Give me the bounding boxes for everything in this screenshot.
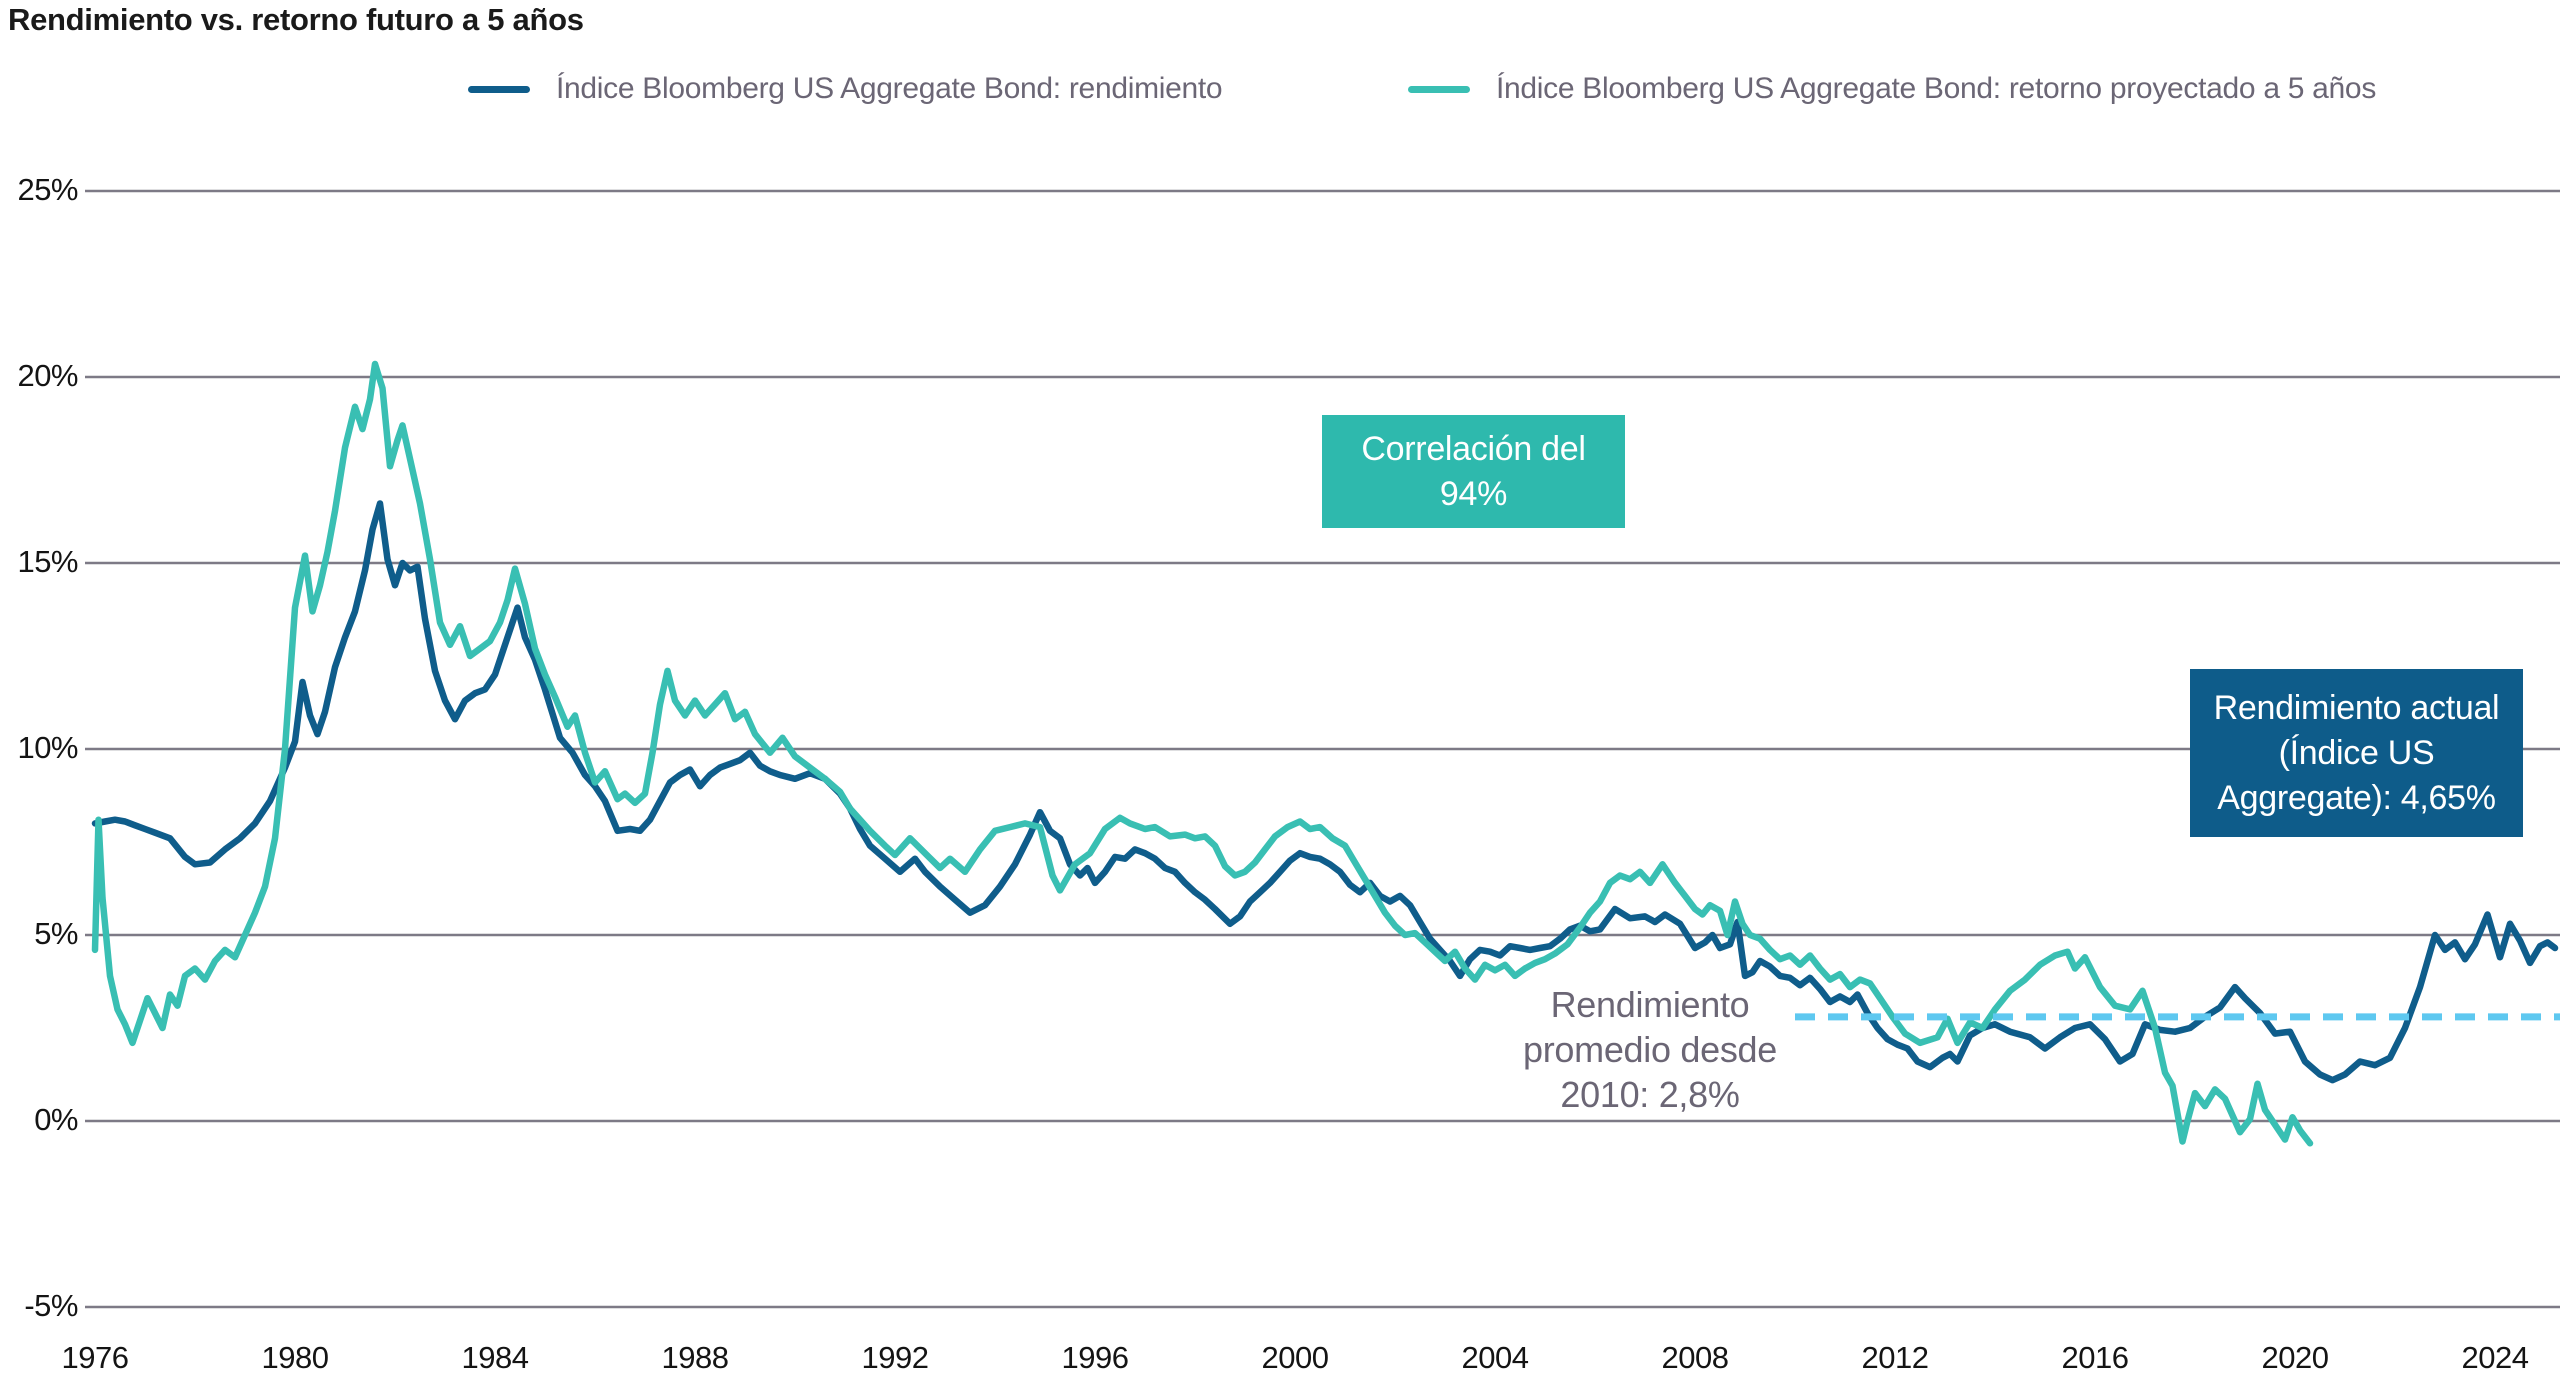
x-tick-2016: 2016 [2061, 1340, 2129, 1375]
y-tick-5%: 5% [34, 916, 78, 951]
average-yield-note: Rendimiento promedio desde 2010: 2,8% [1523, 984, 1777, 1115]
x-tick-2012: 2012 [1861, 1340, 1929, 1375]
yield-line [91, 500, 2559, 1084]
correlation-annotation-text: Correlación del 94% [1361, 429, 1586, 513]
y-tick-15%: 15% [17, 544, 78, 579]
y-tick-20%: 20% [17, 358, 78, 393]
x-tick-2024: 2024 [2461, 1340, 2529, 1375]
y-tick-25%: 25% [17, 172, 78, 207]
yield-line-swatch-icon [468, 85, 530, 93]
x-tick-1988: 1988 [661, 1340, 729, 1375]
x-tick-1976: 1976 [61, 1340, 129, 1375]
x-tick-2000: 2000 [1261, 1340, 1329, 1375]
x-tick-2004: 2004 [1461, 1340, 1529, 1375]
y-tick-0%: 0% [34, 1102, 78, 1137]
x-tick-2020: 2020 [2261, 1340, 2329, 1375]
y-tick-10%: 10% [17, 730, 78, 765]
current-yield-annotation-box: Rendimiento actual (Índice US Aggregate)… [2190, 669, 2523, 837]
y-tick--5%: -5% [24, 1288, 78, 1323]
legend-label-projected-return: Índice Bloomberg US Aggregate Bond: reto… [1496, 72, 2377, 105]
current-yield-annotation-text: Rendimiento actual (Índice US Aggregate)… [2213, 688, 2500, 817]
x-tick-1984: 1984 [461, 1340, 529, 1375]
x-tick-2008: 2008 [1661, 1340, 1729, 1375]
correlation-annotation-box: Correlación del 94% [1322, 415, 1625, 528]
return-line-swatch-icon [1408, 85, 1470, 93]
chart-title: Rendimiento vs. retorno futuro a 5 años [8, 2, 584, 37]
projected-return-line [91, 360, 2314, 1147]
legend-item-yield: Índice Bloomberg US Aggregate Bond: rend… [468, 70, 1223, 108]
legend-label-yield: Índice Bloomberg US Aggregate Bond: rend… [556, 72, 1223, 105]
x-tick-1992: 1992 [861, 1340, 929, 1375]
x-tick-1996: 1996 [1061, 1340, 1129, 1375]
x-tick-1980: 1980 [261, 1340, 329, 1375]
legend-item-projected-return: Índice Bloomberg US Aggregate Bond: reto… [1408, 70, 2376, 108]
